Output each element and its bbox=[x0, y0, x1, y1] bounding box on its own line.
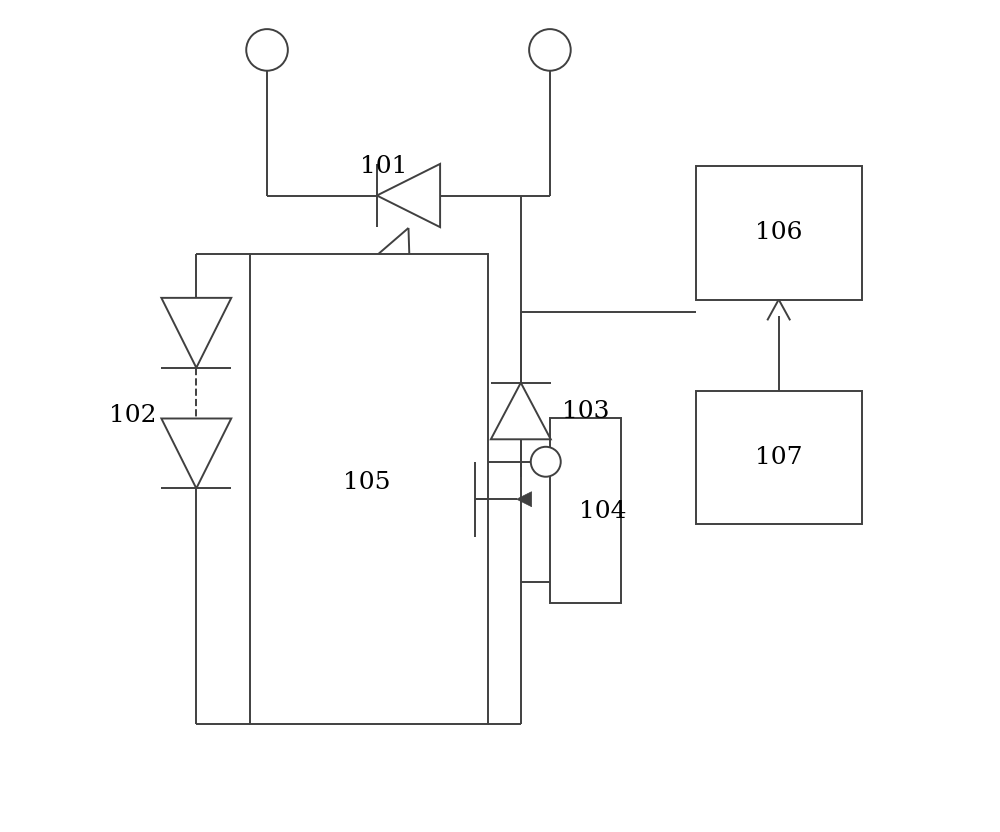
Text: 105: 105 bbox=[343, 471, 391, 494]
Circle shape bbox=[246, 29, 288, 71]
Bar bbox=[250, 254, 488, 724]
Polygon shape bbox=[517, 492, 532, 507]
Bar bbox=[696, 166, 862, 300]
Text: 106: 106 bbox=[755, 221, 802, 245]
Polygon shape bbox=[377, 164, 440, 227]
Bar bbox=[550, 418, 621, 603]
Text: 103: 103 bbox=[562, 400, 610, 423]
Text: 107: 107 bbox=[755, 446, 802, 469]
Polygon shape bbox=[161, 298, 231, 368]
Polygon shape bbox=[161, 418, 231, 488]
Bar bbox=[696, 391, 862, 524]
Polygon shape bbox=[491, 383, 551, 439]
Text: 101: 101 bbox=[360, 155, 407, 178]
Text: 102: 102 bbox=[109, 404, 156, 428]
Circle shape bbox=[531, 447, 561, 477]
Circle shape bbox=[529, 29, 571, 71]
Text: 104: 104 bbox=[579, 500, 627, 523]
